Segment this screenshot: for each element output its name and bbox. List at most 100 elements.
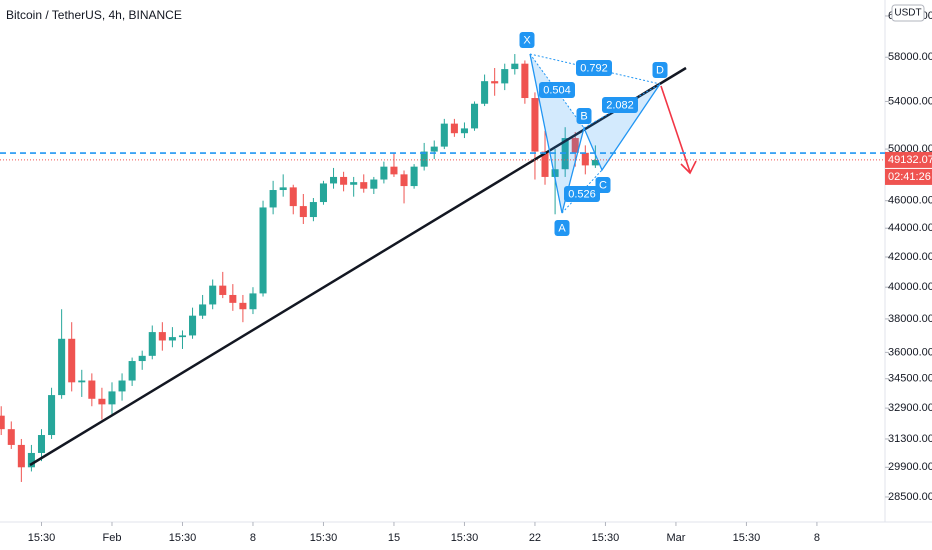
- last-price-tag: [885, 151, 932, 168]
- candle-body: [78, 380, 86, 383]
- y-tick-label: 54000.00: [888, 95, 932, 107]
- candle-body: [37, 435, 46, 453]
- candle-body: [390, 166, 398, 175]
- candle-body: [108, 391, 116, 405]
- countdown-tag: [885, 168, 932, 185]
- pattern-point-label: X: [523, 34, 531, 46]
- candle-body: [0, 415, 5, 430]
- candle-body: [420, 151, 428, 167]
- y-tick-label: 58000.00: [888, 51, 932, 63]
- y-tick-label: 38000.00: [888, 313, 932, 325]
- candle-body: [541, 151, 549, 177]
- candle-body: [138, 355, 146, 362]
- candle-body: [400, 174, 408, 187]
- candle-body: [470, 103, 479, 129]
- x-tick-label: 15:30: [451, 532, 479, 544]
- candle-body: [209, 285, 217, 305]
- y-tick-label: 42000.00: [888, 251, 932, 263]
- candle-body: [521, 63, 529, 99]
- pattern-point-label-box: [652, 62, 668, 78]
- candle-body: [319, 183, 327, 203]
- candle-body: [380, 166, 388, 180]
- candle-body: [58, 338, 66, 396]
- countdown-label: 02:41:26: [888, 171, 931, 183]
- y-tick-label: 34500.00: [888, 373, 932, 385]
- pattern-point-label: D: [656, 64, 664, 76]
- y-tick-label: 32900.00: [888, 402, 932, 414]
- candle-body: [88, 380, 96, 399]
- candle-body: [531, 98, 539, 152]
- candle-body: [340, 176, 348, 185]
- candle-body: [440, 123, 448, 147]
- pattern-ratio-label: 0.526: [568, 188, 596, 200]
- currency-badge: [891, 4, 925, 22]
- x-tick-label: 15:30: [733, 532, 761, 544]
- candle-body: [289, 187, 297, 207]
- x-tick-label: 8: [250, 532, 256, 544]
- chart-title: Bitcoin / TetherUS, 4h, BINANCE: [6, 8, 182, 22]
- pattern-point-label-box: [519, 32, 535, 48]
- candle-body: [571, 138, 579, 153]
- pattern-ratio-label-box: [576, 60, 612, 76]
- pattern-point-label-box: [554, 220, 570, 236]
- x-tick-label: 8: [814, 532, 820, 544]
- candle-body: [591, 159, 599, 166]
- candle-body: [460, 128, 468, 134]
- x-tick-label: 15:30: [28, 532, 56, 544]
- candle-body: [309, 202, 317, 218]
- trend-line: [29, 66, 687, 467]
- candle-body: [128, 361, 136, 381]
- candle-body: [481, 81, 489, 104]
- y-tick-label: 31300.00: [888, 433, 932, 445]
- candle-body: [551, 169, 559, 177]
- pattern-point-label: B: [580, 110, 587, 122]
- candle-body: [249, 293, 257, 310]
- candle-body: [450, 123, 458, 134]
- candle-body: [229, 294, 237, 303]
- candle-body: [581, 152, 589, 166]
- pattern-bcd: [584, 84, 660, 170]
- pattern-ratio-label: 0.792: [580, 62, 608, 74]
- candle-body: [118, 380, 126, 392]
- last-price-label: 49132.07: [888, 154, 932, 166]
- y-tick-label: 36000.00: [888, 346, 932, 358]
- candle-body: [299, 206, 307, 218]
- candle-body: [199, 304, 207, 316]
- candle-body: [98, 398, 106, 405]
- candle-body: [148, 332, 156, 356]
- pattern-labels: X A B C D 0.792 0.504 2.082 0.526: [519, 32, 668, 236]
- pattern-ratio-label: 2.082: [606, 99, 634, 111]
- y-tick-label: 40000.00: [888, 281, 932, 293]
- candle-body: [491, 81, 499, 84]
- candle-body: [511, 63, 519, 70]
- candle-body: [168, 337, 176, 341]
- candle-body: [259, 207, 267, 294]
- x-tick-label: 15:30: [310, 532, 338, 544]
- candle-body: [17, 444, 25, 468]
- pattern-ratio-label: 0.504: [543, 84, 571, 96]
- x-tick-label: Feb: [103, 532, 122, 544]
- pattern-ratio-label-box: [539, 82, 575, 98]
- pattern-ratio-label-box: [602, 97, 638, 113]
- candles: [0, 54, 599, 482]
- x-tick-label: Mar: [666, 532, 685, 544]
- candle-body: [178, 335, 187, 338]
- x-tick-label: 15:30: [592, 532, 620, 544]
- pattern-bd: [583, 83, 661, 129]
- candle-body: [430, 146, 438, 152]
- candle-body: [158, 332, 166, 341]
- pattern-point-label: A: [558, 222, 566, 234]
- candle-body: [48, 395, 56, 436]
- x-tick-label: 15:30: [169, 532, 197, 544]
- y-tick-label: 44000.00: [888, 222, 932, 234]
- candle-body: [7, 429, 15, 445]
- candle-body: [68, 338, 76, 383]
- candle-body: [279, 187, 287, 191]
- arrow-shaft: [660, 85, 691, 173]
- candle-body: [189, 315, 197, 336]
- y-tick-label: 46000.00: [888, 195, 932, 207]
- y-tick-label: 29900.00: [888, 461, 932, 473]
- arrow-head: [680, 160, 697, 175]
